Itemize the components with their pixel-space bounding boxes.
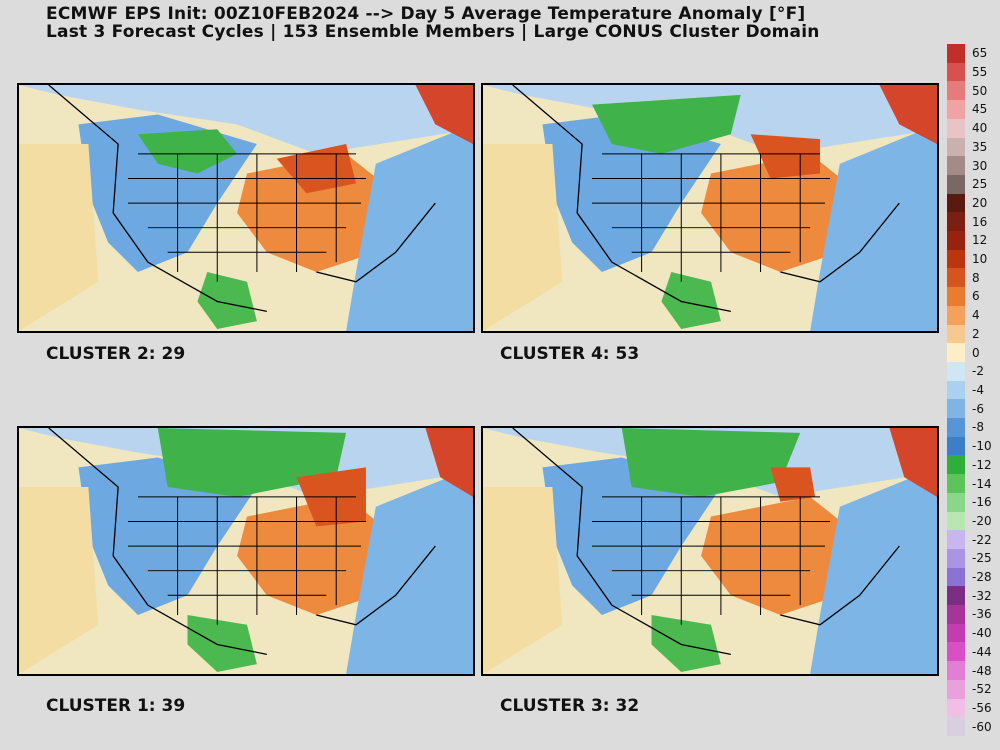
color-legend-cell [947,642,965,662]
color-legend-tick-label: 55 [972,65,988,80]
color-legend-cell [947,474,965,494]
color-legend-tick-label: 50 [972,83,988,98]
chart-title-line2: Last 3 Forecast Cycles | 153 Ensemble Me… [46,22,820,42]
color-legend-cell [947,305,965,326]
cluster-label: CLUSTER 2: 29 [46,344,186,364]
color-legend-cell [947,623,965,643]
color-legend-cell [947,492,965,513]
color-legend-tick-label: -8 [972,420,984,435]
color-legend-tick-label: -44 [972,644,992,659]
color-legend-tick-label: -60 [972,719,992,734]
color-legend-cell [947,605,965,625]
color-legend-cell [947,511,965,531]
color-legend-cell [947,44,965,64]
color-legend-cell [947,212,965,232]
color-legend-cell [947,249,965,269]
color-legend-tick-label: -10 [972,439,992,454]
color-legend-cell [947,193,965,213]
map-panel-cluster-1 [17,426,475,676]
color-legend-tick-label: -48 [972,663,992,678]
color-legend-tick-label: 6 [972,289,980,304]
color-legend-tick-label: 2 [972,326,980,341]
color-legend-tick-label: -56 [972,700,992,715]
color-legend-tick-label: 16 [972,214,988,229]
color-legend-tick-label: -36 [972,607,992,622]
color-legend-tick-label: 35 [972,139,988,154]
color-legend-cell [947,174,965,195]
color-legend-tick-label: 0 [972,345,980,360]
color-legend-cell [947,81,965,101]
color-legend-tick-label: 45 [972,102,988,117]
color-legend-cell [947,343,965,363]
color-legend-cell [947,567,965,587]
color-legend-cell [947,137,965,157]
color-legend-tick-label: -4 [972,383,984,397]
cluster-label: CLUSTER 4: 53 [500,344,640,364]
color-legend-cell [947,548,965,569]
color-legend-cell [947,380,965,400]
color-legend-tick-label: -16 [972,495,992,510]
color-legend-cell [947,62,965,82]
color-legend-cell [947,418,965,438]
color-legend-tick-label: 40 [972,121,988,136]
color-legend-cell [947,287,965,307]
color-legend-tick-label: -28 [972,570,992,585]
color-legend-bar [947,44,965,737]
color-legend-cell [947,361,965,382]
color-legend-cell [947,717,965,737]
color-legend-cell [947,231,965,251]
color-legend-cell [947,268,965,288]
color-legend-cell [947,679,965,700]
color-legend-tick-label: 25 [972,177,988,192]
color-legend-cell [947,586,965,606]
color-legend-tick-label: 10 [972,252,988,267]
color-legend-tick-label: -14 [972,476,992,491]
cluster-label: CLUSTER 3: 32 [500,696,640,716]
color-legend-tick-label: -22 [972,532,992,547]
color-legend-cell [947,530,965,550]
color-legend-tick-label: 30 [972,158,988,173]
chart-title-line1: ECMWF EPS Init: 00Z10FEB2024 --> Day 5 A… [46,4,806,24]
color-legend-tick-label: -12 [972,457,992,472]
color-legend-tick-label: 8 [972,270,980,285]
color-legend-tick-label: 4 [972,308,980,323]
color-legend-cell [947,118,965,138]
map-panel-cluster-3 [481,426,939,676]
color-legend-tick-label: -6 [972,401,984,416]
map-panel-cluster-2 [17,83,475,333]
color-legend-cell [947,455,965,475]
color-legend-tick-label: -20 [972,513,992,528]
color-legend-tick-label: 65 [972,46,988,61]
color-legend-cell [947,698,965,718]
color-legend-cell [947,436,965,456]
color-legend-cell [947,324,965,344]
color-legend-tick-label: -2 [972,364,984,379]
color-legend-tick-label: 12 [972,233,988,248]
color-legend-cell [947,156,965,176]
color-legend-tick-label: -52 [972,682,992,697]
color-legend-tick-label: 20 [972,195,988,210]
color-legend-cell [947,100,965,120]
color-legend-cell [947,661,965,681]
color-legend-cell [947,399,965,419]
cluster-label: CLUSTER 1: 39 [46,696,186,716]
map-panel-cluster-4 [481,83,939,333]
color-legend-tick-label: -32 [972,588,992,603]
color-legend-tick-label: -40 [972,626,992,641]
color-legend-tick-label: -25 [972,551,992,566]
